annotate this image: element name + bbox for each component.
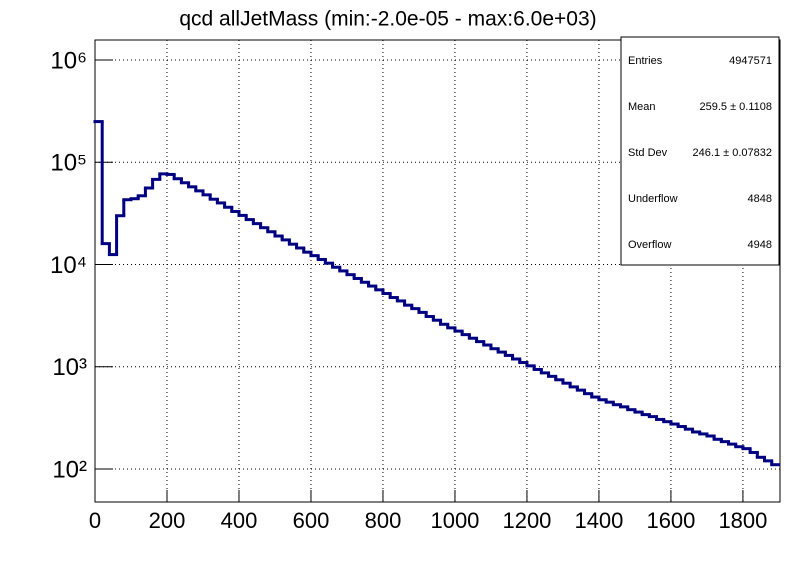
y-tick-label: 10⁴ — [50, 252, 87, 279]
stats-box — [620, 36, 780, 266]
stats-label: Overflow — [628, 239, 671, 251]
y-tick-label: 10² — [52, 456, 87, 483]
stats-value: 4948 — [748, 239, 772, 251]
x-tick-label: 400 — [221, 508, 258, 533]
x-tick-label: 1600 — [646, 508, 695, 533]
chart-title: qcd allJetMass (min:-2.0e-05 - max:6.0e+… — [179, 8, 596, 31]
x-tick-label: 200 — [149, 508, 186, 533]
y-tick-label: 10⁶ — [50, 47, 87, 74]
stats-value: 246.1 ± 0.07832 — [693, 147, 772, 159]
x-tick-label: 0 — [89, 508, 101, 533]
x-tick-label: 1800 — [718, 508, 767, 533]
stats-label: Std Dev — [628, 147, 668, 159]
x-tick-label: 1000 — [430, 508, 479, 533]
x-tick-label: 1400 — [574, 508, 623, 533]
stats-value: 259.5 ± 0.1108 — [699, 101, 772, 113]
stats-label: Underflow — [628, 193, 678, 205]
stats-label: Mean — [628, 101, 656, 113]
stats-label: Entries — [628, 55, 663, 67]
stats-value: 4947571 — [729, 55, 772, 67]
plot-frame — [94, 39, 781, 503]
stats-value: 4848 — [748, 193, 772, 205]
x-tick-label: 600 — [293, 508, 330, 533]
y-tick-label: 10⁵ — [50, 150, 87, 177]
x-tick-label: 800 — [365, 508, 402, 533]
x-tick-label: 1200 — [502, 508, 551, 533]
y-tick-label: 10³ — [52, 354, 87, 381]
